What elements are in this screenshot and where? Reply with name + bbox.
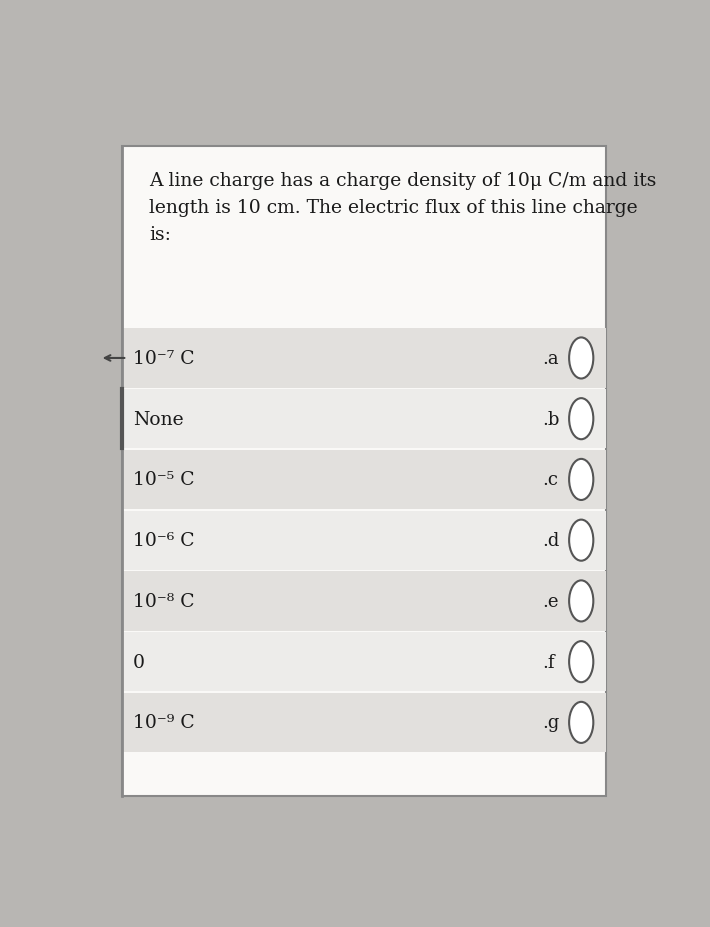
Ellipse shape <box>569 702 594 743</box>
Text: 10⁻⁷ C: 10⁻⁷ C <box>133 349 195 368</box>
Ellipse shape <box>569 338 594 379</box>
FancyBboxPatch shape <box>122 572 606 631</box>
FancyBboxPatch shape <box>122 329 606 388</box>
FancyBboxPatch shape <box>122 693 606 752</box>
Text: .a: .a <box>542 349 559 368</box>
Text: .c: .c <box>542 471 559 489</box>
Text: .b: .b <box>542 411 560 428</box>
Text: None: None <box>133 411 183 428</box>
Text: .d: .d <box>542 531 560 550</box>
Ellipse shape <box>569 580 594 622</box>
FancyBboxPatch shape <box>122 632 606 692</box>
Ellipse shape <box>569 460 594 501</box>
Text: .f: .f <box>542 653 555 671</box>
Text: 10⁻⁶ C: 10⁻⁶ C <box>133 531 195 550</box>
FancyBboxPatch shape <box>122 389 606 449</box>
FancyBboxPatch shape <box>122 511 606 570</box>
Text: 0: 0 <box>133 653 145 671</box>
Text: .g: .g <box>542 714 560 731</box>
FancyBboxPatch shape <box>122 146 606 796</box>
FancyBboxPatch shape <box>122 451 606 510</box>
Text: 10⁻⁸ C: 10⁻⁸ C <box>133 592 195 610</box>
Text: .e: .e <box>542 592 559 610</box>
Ellipse shape <box>569 641 594 682</box>
Text: A line charge has a charge density of 10μ C/m and its
length is 10 cm. The elect: A line charge has a charge density of 10… <box>149 171 657 244</box>
Ellipse shape <box>569 520 594 561</box>
Text: 10⁻⁵ C: 10⁻⁵ C <box>133 471 195 489</box>
Ellipse shape <box>569 399 594 439</box>
Text: 10⁻⁹ C: 10⁻⁹ C <box>133 714 195 731</box>
